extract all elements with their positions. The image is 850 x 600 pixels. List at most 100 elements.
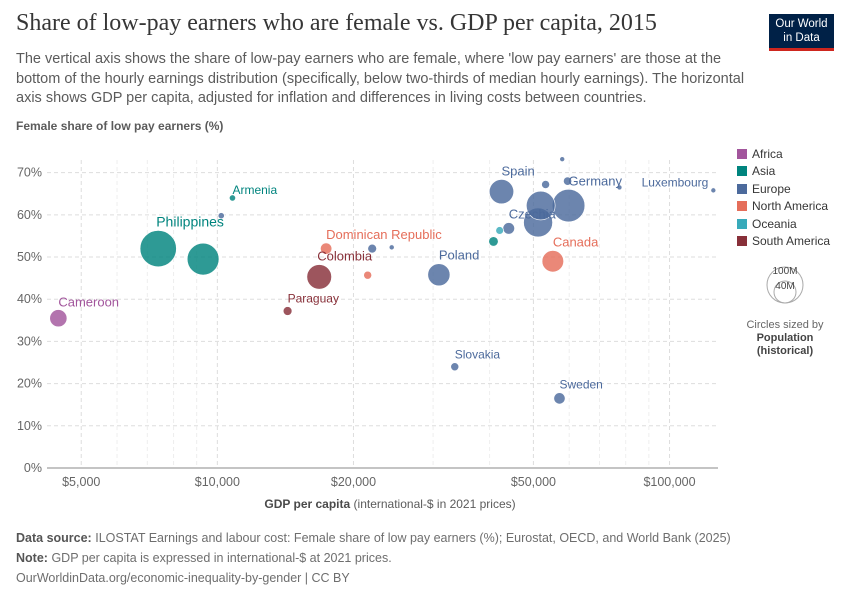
legend-item-north-america[interactable]: North America (737, 198, 830, 216)
note-label: Note: (16, 551, 48, 565)
legend-label: North America (752, 199, 829, 214)
legend-item-south-america[interactable]: South America (737, 233, 830, 251)
size-legend: 100M 40M Circles sized by Population (hi… (735, 258, 835, 358)
y-tick-label: 20% (17, 377, 42, 391)
point-armenia (229, 194, 236, 202)
label-paraguay: Paraguay (288, 292, 339, 306)
x-axis-label-units: (international-$ in 2021 prices) (353, 497, 516, 511)
point-germany (551, 188, 586, 223)
point-luxembourg (710, 187, 717, 194)
note-text: GDP per capita is expressed in internati… (51, 551, 392, 565)
label-dominican-republic: Dominican Republic (326, 227, 442, 242)
region-legend[interactable]: Africa Asia Europe North America Oceania Sout… (737, 145, 830, 250)
size-label-40m: 40M (775, 281, 794, 292)
x-tick-label: $20,000 (331, 475, 376, 489)
point-dominican-republic (320, 242, 333, 255)
point-slovakia (450, 362, 460, 372)
size-caption: Circles sized by Population (historical) (735, 319, 835, 358)
footer: Data source: ILOSTAT Earnings and labour… (16, 528, 731, 588)
x-axis-label: GDP per capita (international-$ in 2021 … (0, 497, 780, 511)
point-poland (427, 263, 451, 287)
legend-label: South America (752, 234, 831, 249)
point-philippines (139, 230, 177, 268)
point-country (616, 184, 623, 191)
note: Note: GDP per capita is expressed in int… (16, 548, 731, 568)
point-colombia (306, 264, 332, 290)
point-canada (541, 250, 564, 273)
point-country (367, 243, 377, 254)
point-spain (488, 179, 515, 205)
label-czechia: Czechia (509, 207, 557, 222)
source-url[interactable]: OurWorldinData.org/economic-inequality-b… (16, 571, 350, 585)
grid (47, 160, 718, 469)
point-country (217, 212, 225, 220)
logo-line-2: in Data (783, 32, 820, 44)
data-source-label: Data source: (16, 531, 92, 545)
legend-item-oceania[interactable]: Oceania (737, 215, 830, 233)
logo-line-1: Our World (775, 18, 828, 30)
size-legend-circles: 100M 40M (766, 266, 804, 304)
legend-swatch (737, 183, 747, 194)
point-country (541, 180, 550, 189)
y-axis-label: Female share of low pay earners (%) (16, 119, 224, 133)
point-labels: Cameroon Armenia Philippines Dominican Repu… (58, 163, 708, 391)
data-source: Data source: ILOSTAT Earnings and labour… (16, 528, 731, 548)
x-tick-label: $5,000 (62, 475, 100, 489)
point-country (495, 226, 504, 235)
legend-item-asia[interactable]: Asia (737, 163, 830, 181)
label-philippines: Philippines (156, 213, 224, 229)
legend-label: Asia (752, 164, 776, 179)
point-country (363, 270, 372, 280)
label-canada: Canada (553, 234, 599, 249)
legend-swatch (737, 166, 747, 177)
point-country (186, 242, 220, 276)
label-armenia: Armenia (232, 183, 277, 197)
chart-subtitle: The vertical axis shows the share of low… (16, 51, 745, 106)
legend-swatch (737, 236, 747, 247)
label-slovakia: Slovakia (455, 348, 501, 362)
legend-item-africa[interactable]: Africa (737, 145, 830, 163)
point-country (526, 190, 556, 221)
legend-swatch (737, 148, 747, 159)
x-axis-label-bold: GDP per capita (264, 497, 351, 511)
label-sweden: Sweden (559, 378, 602, 392)
label-spain: Spain (501, 163, 534, 178)
point-czechia (502, 222, 515, 235)
size-caption-line1: Circles sized by (746, 319, 824, 331)
chart-title: Share of low-pay earners who are female … (16, 10, 657, 36)
point-paraguay (282, 306, 293, 316)
y-tick-label: 70% (17, 166, 42, 180)
label-luxembourg: Luxembourg (642, 175, 709, 189)
size-label-100m: 100M (772, 266, 797, 277)
y-tick-label: 10% (17, 419, 42, 433)
size-caption-line2: Population (756, 332, 814, 344)
owid-logo[interactable]: Our World in Data (769, 14, 834, 51)
scatter-plot[interactable]: 0% 10% 20% 30% 40% 50% 60% 70% $5,000 $10,000 $20… (0, 135, 730, 495)
data-source-text: ILOSTAT Earnings and labour cost: Female… (95, 531, 731, 545)
point-country (488, 236, 499, 247)
size-circle-40m (773, 280, 797, 304)
x-tick-label: $50,000 (511, 475, 556, 489)
label-colombia: Colombia (317, 249, 373, 264)
legend-swatch (737, 201, 747, 212)
point-sweden (553, 392, 566, 405)
point-country (559, 156, 566, 162)
y-tick-labels: 0% 10% 20% 30% 40% 50% 60% 70% (17, 166, 42, 475)
label-germany: Germany (569, 173, 623, 188)
legend-label: Oceania (752, 216, 797, 231)
point-country (388, 244, 395, 251)
x-tick-label: $100,000 (643, 475, 695, 489)
legend-label: Europe (752, 181, 791, 196)
legend-label: Africa (752, 146, 783, 161)
label-poland: Poland (439, 248, 479, 263)
label-cameroon: Cameroon (58, 295, 119, 310)
point-cameroon (49, 309, 68, 328)
y-tick-label: 40% (17, 292, 42, 306)
x-tick-label: $10,000 (195, 475, 240, 489)
legend-swatch (737, 218, 747, 229)
y-tick-label: 50% (17, 250, 42, 264)
y-tick-label: 60% (17, 208, 42, 222)
legend-item-europe[interactable]: Europe (737, 180, 830, 198)
size-caption-line3: (historical) (756, 345, 814, 357)
y-tick-label: 30% (17, 334, 42, 348)
